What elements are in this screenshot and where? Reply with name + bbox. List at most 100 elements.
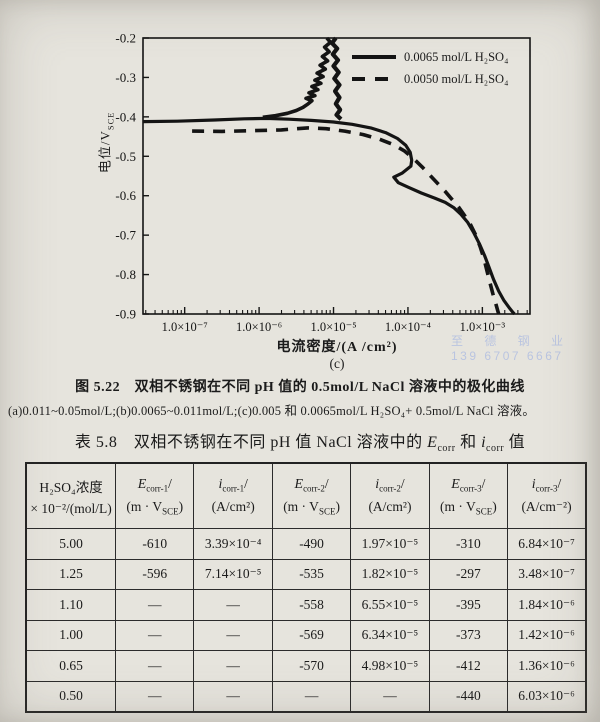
col-header-icorr-1: icorr-1/ (A/cm²) [193, 462, 273, 529]
col-header-icorr-3: icorr-3/ (A/cm⁻²) [507, 462, 587, 529]
table-row: 0.65— — -570 4.98×10⁻⁵ -412 1.36×10⁻⁶ [25, 650, 587, 682]
table-cell: -610 [115, 528, 195, 560]
curve-series-3 [192, 126, 501, 315]
x-tick-label: 1.0×10⁻⁴ [385, 320, 431, 334]
table-cell: -596 [115, 558, 195, 590]
table-title-text: 表 5.8 双相不锈钢在不同 pH 值 NaCl 溶液中的 [74, 434, 428, 451]
plot-frame [142, 37, 531, 315]
y-axis-title-subscript: SCE [105, 111, 116, 131]
table-cell: -569 [271, 619, 352, 651]
figure-subcaption: (a)0.011~0.05mol/L;(b)0.0065~0.011mol/L;… [8, 404, 536, 418]
table-cell: — [115, 680, 195, 713]
y-tick-label: -0.8 [115, 267, 136, 282]
polarization-chart: -0.2 -0.3 -0.4 -0.5 -0.6 -0.7 -0.8 -0.9 1.0×10⁻⁷… [115, 31, 531, 334]
legend-entry-dashed: 0.0050 mol/L H₂SO₄ [352, 68, 508, 90]
table-row: 1.10— — -558 6.55×10⁻⁵ -395 1.84×10⁻⁶ [25, 589, 587, 621]
table-cell: 6.34×10⁻⁵ [350, 619, 430, 651]
table-cell: 6.84×10⁻⁷ [507, 528, 587, 560]
table-cell: -412 [428, 650, 509, 682]
table-row: 1.00— — -569 6.34×10⁻⁵ -373 1.42×10⁻⁶ [25, 619, 587, 651]
table-cell: 1.10 [25, 589, 117, 621]
table-cell: 1.84×10⁻⁶ [507, 589, 587, 621]
legend-entry-solid: 0.0065 mol/L H₂SO₄ [352, 46, 508, 68]
icorr-subscript: corr [486, 443, 505, 455]
y-tick-label: -0.4 [115, 109, 136, 124]
watermark-name: 至 德 钢 业 [450, 334, 572, 348]
table-cell: — [193, 680, 273, 713]
y-tick-label: -0.7 [115, 228, 136, 243]
y-tick-label: -0.2 [115, 31, 136, 46]
chart-legend: 0.0065 mol/L H₂SO₄ 0.0050 mol/L H₂SO₄ [352, 46, 508, 90]
table-cell: — [350, 680, 430, 713]
figure-caption: 图 5.22 双相不锈钢在不同 pH 值的 0.5mol/L NaCl 溶液中的… [75, 380, 525, 395]
y-axis-title: 电位/VSCE [95, 97, 116, 187]
x-tick-label: 1.0×10⁻⁵ [310, 320, 356, 334]
col-header-ecorr-3: Ecorr-3/ (m · VSCE) [428, 462, 509, 529]
table-cell: -297 [428, 558, 509, 590]
y-axis-title-text: 电位/V [97, 130, 113, 174]
y-tick-label: -0.5 [115, 149, 136, 164]
icorr-symbol: i [481, 434, 487, 451]
table-cell: 7.14×10⁻⁵ [193, 558, 273, 590]
y-tick-label: -0.6 [115, 188, 136, 203]
table-cell: 0.50 [25, 680, 117, 713]
table-cell: — [115, 619, 195, 651]
table-cell: -535 [271, 558, 352, 590]
table-cell: 3.39×10⁻⁴ [193, 528, 273, 560]
watermark: 至 德 钢 业 139 6707 6667 [451, 334, 572, 364]
table-cell: — [115, 589, 195, 621]
table-cell: -373 [428, 619, 509, 651]
y-tick-label: -0.3 [115, 70, 136, 85]
curve-series-0 [142, 116, 516, 316]
table-cell: 1.42×10⁻⁶ [507, 619, 587, 651]
corrosion-data-table: H₂SO₄浓度 × 10⁻²/(mol/L) Ecorr-1/ (m · VSC… [25, 462, 587, 713]
table-title: 表 5.8 双相不锈钢在不同 pH 值 NaCl 溶液中的 Ecorr 和 ic… [0, 428, 600, 454]
table-cell: 6.03×10⁻⁶ [507, 680, 587, 713]
curve-series-2 [329, 36, 343, 121]
x-axis-title: 电流密度/(A /cm²) [276, 340, 398, 355]
table-cell: — [271, 680, 352, 713]
table-cell: -570 [271, 650, 352, 682]
table-cell: 1.25 [25, 558, 117, 590]
table-title-text: 值 [504, 434, 526, 451]
table-cell: — [193, 589, 273, 621]
table-cell: -558 [271, 589, 352, 621]
solid-line-swatch [352, 55, 396, 59]
ecorr-subscript: corr [437, 443, 456, 455]
table-header-row: H₂SO₄浓度 × 10⁻²/(mol/L) Ecorr-1/ (m · VSC… [25, 462, 587, 529]
table-cell: -440 [428, 680, 509, 713]
table-cell: 1.00 [25, 619, 117, 651]
col-header-ecorr-1: Ecorr-1/ (m · VSCE) [115, 462, 195, 529]
y-tick-label: -0.9 [115, 307, 136, 322]
table-cell: 4.98×10⁻⁵ [350, 650, 430, 682]
x-tick-label: 1.0×10⁻⁷ [162, 320, 208, 334]
table-cell: 6.55×10⁻⁵ [350, 589, 430, 621]
table-cell: — [115, 650, 195, 682]
table-cell: -490 [271, 528, 352, 560]
table-title-text: 和 [455, 434, 482, 451]
table-row: 0.50— — — — -440 6.03×10⁻⁶ [25, 680, 587, 713]
table-cell: 5.00 [25, 528, 117, 560]
table-row: 5.00 -610 3.39×10⁻⁴ -490 1.97×10⁻⁵ -310 6.84×1… [25, 528, 587, 560]
ecorr-symbol: E [427, 434, 438, 451]
table-cell: 1.36×10⁻⁶ [507, 650, 587, 682]
table-row: 1.25 -596 7.14×10⁻⁵ -535 1.82×10⁻⁵ -297 3.48×1… [25, 558, 587, 590]
table-cell: 0.65 [25, 650, 117, 682]
table-cell: — [193, 650, 273, 682]
legend-label: 0.0050 mol/L H₂SO₄ [404, 71, 509, 86]
x-tick-label: 1.0×10⁻⁶ [236, 320, 282, 334]
col-header-icorr-2: icorr-2/ (A/cm²) [350, 462, 430, 529]
subfigure-label: (c) [329, 356, 345, 371]
table-cell: — [193, 619, 273, 651]
curve-series-1 [262, 36, 333, 120]
table-cell: -395 [428, 589, 509, 621]
watermark-phone: 139 6707 6667 [450, 349, 564, 363]
x-tick-label: 1.0×10⁻³ [460, 320, 506, 334]
table-cell: -310 [428, 528, 509, 560]
dashed-line-swatch [352, 76, 396, 82]
col-header-ecorr-2: Ecorr-2/ (m · VSCE) [271, 462, 352, 529]
legend-label: 0.0065 mol/L H₂SO₄ [404, 49, 509, 64]
table-cell: 1.97×10⁻⁵ [350, 528, 430, 560]
col-header-h2so4-concentration: H₂SO₄浓度 × 10⁻²/(mol/L) [25, 462, 117, 529]
